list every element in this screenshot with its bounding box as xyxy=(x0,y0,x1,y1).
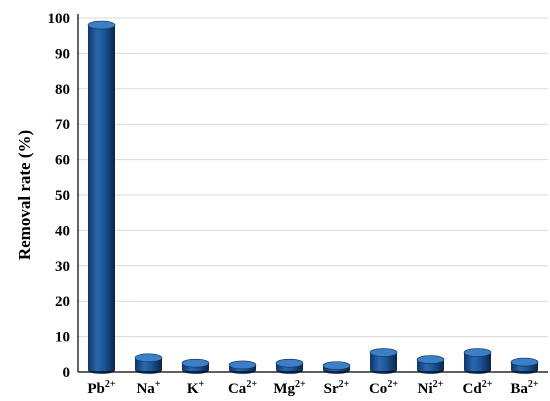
ion-charge: + xyxy=(198,379,204,390)
ion-charge: 2+ xyxy=(482,379,493,390)
ion-charge: 2+ xyxy=(528,379,539,390)
ion-symbol: Sr xyxy=(324,381,339,396)
axes xyxy=(77,14,548,373)
ion-charge: 2+ xyxy=(433,379,444,390)
ion-charge: 2+ xyxy=(246,379,257,390)
y-tick-label: 70 xyxy=(55,117,70,133)
x-tick-label: Co2+ xyxy=(369,379,398,396)
bar-cap xyxy=(369,348,398,357)
x-tick-label: K+ xyxy=(187,379,205,396)
x-tick-label: Cd2+ xyxy=(463,379,493,396)
bar-cap xyxy=(228,360,257,370)
y-tick-label: 80 xyxy=(55,82,70,98)
bar-cd xyxy=(463,348,492,374)
bar-body xyxy=(464,352,491,374)
y-tick-label: 60 xyxy=(55,153,70,169)
bar-cap xyxy=(416,355,445,364)
ion-symbol: Co xyxy=(369,381,387,396)
ion-symbol: Ba xyxy=(510,381,528,396)
ion-symbol: K xyxy=(187,381,199,396)
bar-cap xyxy=(134,353,163,363)
y-tick-label: 0 xyxy=(63,365,71,381)
bar-cap xyxy=(510,357,539,367)
y-axis-title: Removal rate (%) xyxy=(15,130,34,260)
bar-na xyxy=(134,353,163,374)
y-tick-labels: 0 10 20 30 40 50 60 70 80 90 100 xyxy=(48,11,71,381)
x-tick-label: Ni2+ xyxy=(418,379,444,396)
y-tick-label: 100 xyxy=(48,11,71,27)
x-tick-label: Ba2+ xyxy=(510,379,539,396)
x-tick-label: Mg2+ xyxy=(273,379,306,396)
x-tick-label: Sr2+ xyxy=(324,379,350,396)
ion-charge: 2+ xyxy=(105,379,116,390)
ion-symbol: Cd xyxy=(463,381,483,396)
ion-charge: + xyxy=(155,379,161,390)
bar-body xyxy=(370,352,397,374)
grid-lines xyxy=(78,17,548,338)
ion-symbol: Pb xyxy=(87,381,105,396)
bar-body xyxy=(88,25,115,375)
bar-cap xyxy=(275,358,304,368)
y-tick-label: 10 xyxy=(55,330,70,346)
bar-cap xyxy=(87,20,116,30)
bar-ni xyxy=(416,355,445,374)
ion-charge: 2+ xyxy=(295,379,306,390)
x-tick-label: Pb2+ xyxy=(87,379,116,396)
bar-mg xyxy=(275,358,304,374)
y-tick-label: 30 xyxy=(55,259,70,275)
bars xyxy=(87,20,539,375)
x-tick-label: Na+ xyxy=(136,379,160,396)
x-tick-label: Ca2+ xyxy=(228,379,257,396)
bar-co xyxy=(369,348,398,374)
bar-cap xyxy=(463,348,492,357)
y-tick-label: 50 xyxy=(55,188,70,204)
ion-charge: 2+ xyxy=(387,379,398,390)
bar-ba xyxy=(510,357,539,374)
ion-symbol: Na xyxy=(136,381,155,396)
bar-body xyxy=(135,357,162,374)
bar-pb xyxy=(87,20,116,375)
bar-cap xyxy=(322,361,351,370)
y-tick-label: 40 xyxy=(55,223,70,239)
ion-symbol: Ni xyxy=(418,381,433,396)
ion-symbol: Mg xyxy=(273,381,295,396)
bar-cap xyxy=(181,358,210,368)
ion-charge: 2+ xyxy=(339,379,350,390)
y-tick-label: 20 xyxy=(55,294,70,310)
y-tick-label: 90 xyxy=(55,46,70,62)
bar-k xyxy=(181,358,210,374)
ion-symbol: Ca xyxy=(228,381,247,396)
x-tick-labels: Pb2+ Na+ K+ Ca2+ Mg2+ Sr2+ Co2+ Ni2+ Cd2+ Ba2+ xyxy=(87,379,539,397)
